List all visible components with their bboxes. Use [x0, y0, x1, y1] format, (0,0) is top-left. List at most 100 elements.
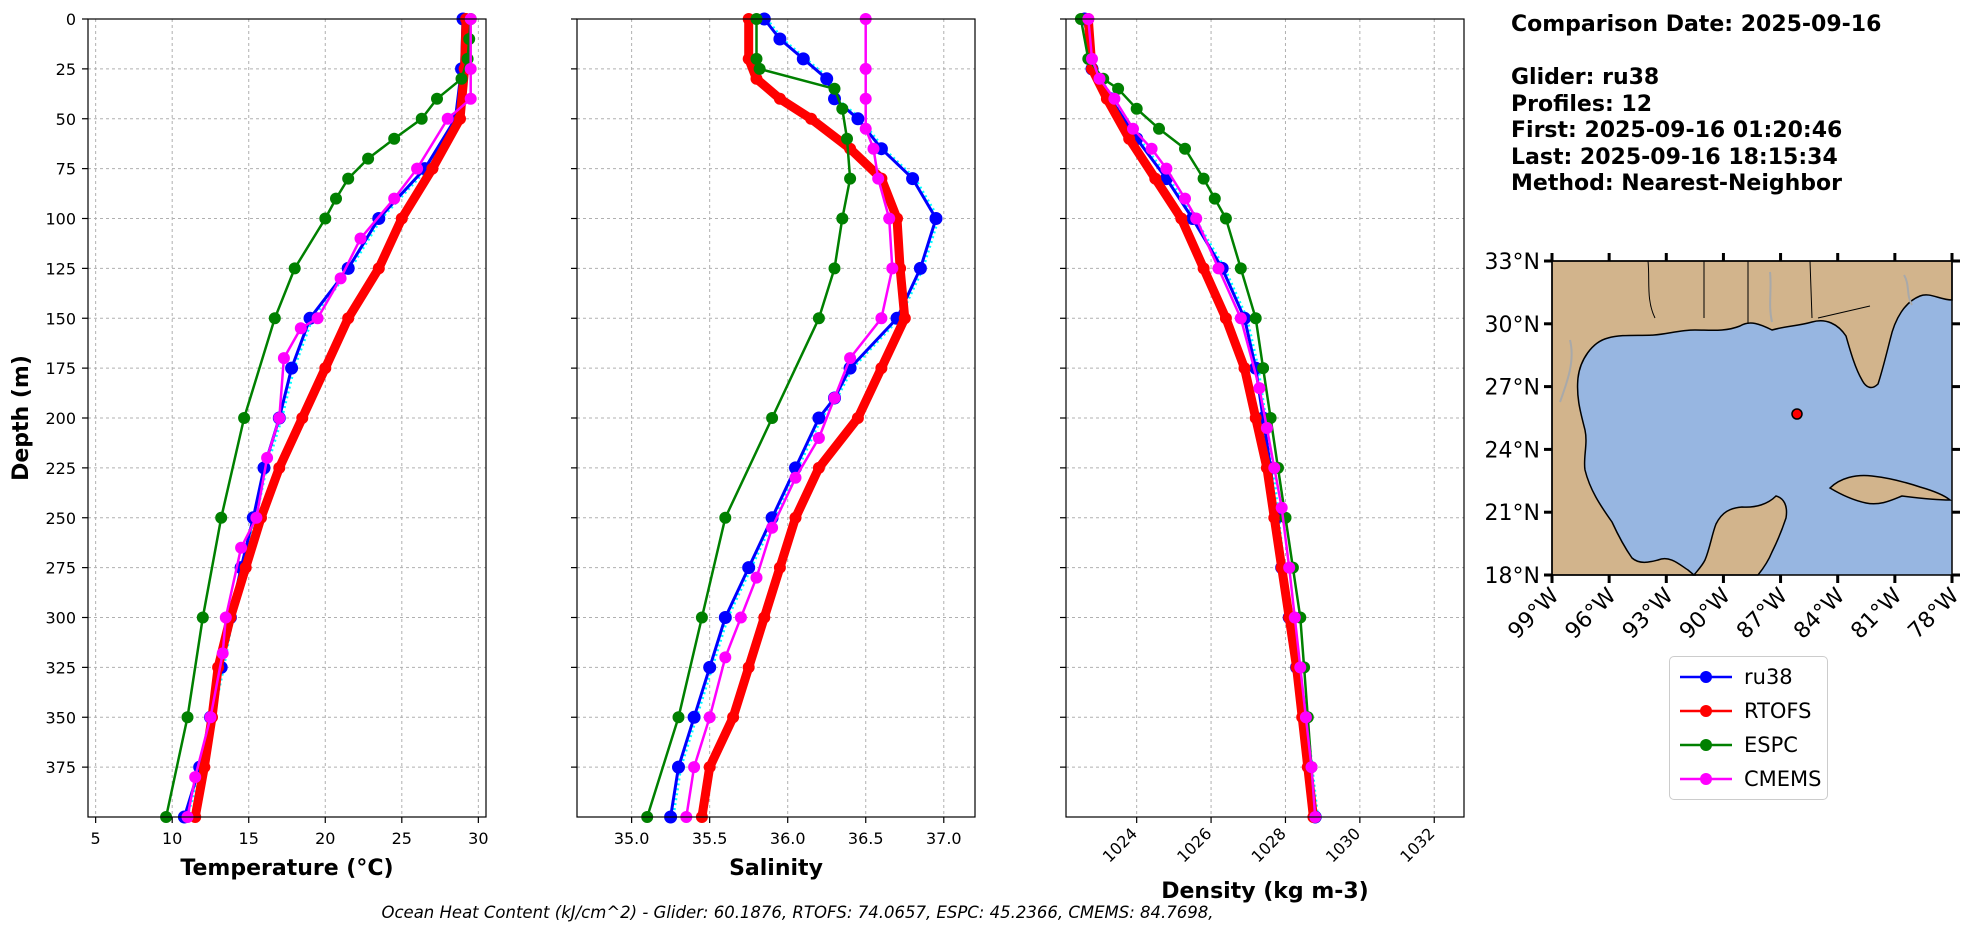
series-cmems-point-2-13: [766, 521, 779, 534]
last-profile-time: Last: 2025-09-16 18:15:34: [1511, 144, 1838, 170]
legend-item-espc: ESPC: [1678, 728, 1798, 762]
first-profile-time: First: 2025-09-16 01:20:46: [1511, 118, 1843, 143]
series-rtofs-point-3-11: [1268, 511, 1281, 524]
series-cmems-point-1-10: [277, 352, 290, 365]
series-ru38-point-2-5: [851, 112, 865, 126]
series-ru38-point-1-7: [285, 361, 299, 375]
series-espc-point-3-3: [1112, 82, 1125, 95]
series-rtofs-point-1-9: [273, 461, 286, 474]
series-cmems-point-3-17: [1294, 661, 1307, 674]
interpolation-method: Method: Nearest-Neighbor: [1511, 171, 1842, 196]
legend-item-ru38: ru38: [1678, 660, 1793, 694]
series-cmems-point-1-16: [216, 647, 229, 660]
series-espc-point-1-5: [415, 112, 428, 125]
series-espc-point-3-8: [1208, 192, 1221, 205]
series-rtofs-point-1-8: [296, 412, 309, 424]
glider-location-marker: [1791, 408, 1803, 420]
series-ru38-point-2-9: [913, 261, 927, 275]
x-tick-label-1-4: 25: [392, 829, 412, 848]
series-cmems-point-1-3: [441, 112, 454, 125]
series-ru38-point-2-18: [703, 660, 717, 674]
series-cmems-point-1-14: [235, 541, 248, 554]
y-tick-label-8: 200: [45, 409, 76, 428]
series-cmems-point-3-16: [1288, 611, 1301, 624]
y-tick-label-15: 375: [45, 758, 76, 777]
series-rtofs-point-1-6: [342, 312, 355, 325]
y-tick-label-1: 25: [56, 60, 76, 79]
series-espc-point-1-13: [238, 412, 251, 424]
series-cmems-point-1-11: [273, 412, 286, 424]
series-rtofs-point-2-16: [742, 661, 755, 674]
series-cmems-point-3-5: [1145, 142, 1158, 155]
x-tick-label-1-2: 15: [239, 829, 259, 848]
series-cmems-point-2-12: [789, 471, 802, 484]
series-cmems-point-1-8: [311, 312, 324, 325]
series-espc-point-1-11: [288, 262, 301, 275]
series-cmems-point-2-8: [875, 312, 888, 325]
legend-item-cmems: CMEMS: [1678, 762, 1822, 796]
series-ru38-point-2-20: [672, 760, 685, 774]
series-cmems-point-2-10: [828, 392, 841, 404]
series-cmems-point-3-11: [1253, 382, 1266, 395]
series-espc-point-1-7: [362, 152, 375, 165]
legend-item-rtofs: RTOFS: [1678, 694, 1811, 728]
series-espc-point-2-5: [841, 132, 853, 145]
series-rtofs-line-3: [1083, 18, 1318, 818]
series-espc-point-2-13: [672, 711, 685, 724]
series-rtofs-point-2-17: [727, 711, 740, 724]
series-rtofs-point-2-18: [703, 761, 716, 774]
x-tick-label-1-1: 10: [162, 829, 182, 848]
series-espc-point-2-4: [836, 102, 849, 115]
series-cmems-point-2-14: [750, 571, 763, 584]
series-cmems-point-3-14: [1275, 501, 1288, 514]
x-tick-label-2-2: 36.0: [770, 829, 806, 848]
series-cmems-point-3-2: [1093, 72, 1106, 85]
legend: ru38 RTOFS ESPC CMEMS: [1669, 656, 1828, 800]
series-cmems-point-2-15: [734, 611, 747, 624]
y-tick-label-10: 250: [45, 509, 76, 528]
series-espc-point-1-4: [431, 92, 443, 105]
y-tick-label-3: 75: [56, 160, 76, 179]
series-cmems-point-3-19: [1305, 761, 1318, 774]
series-espc-point-2-1: [750, 52, 763, 65]
series-cmems-point-3-8: [1190, 212, 1203, 225]
series-espc-point-3-9: [1219, 212, 1232, 225]
series-rtofs-point-1-4: [395, 212, 408, 225]
series-cmems-point-2-1: [859, 62, 872, 75]
map-lon-label-7: 78°W: [1904, 583, 1965, 644]
series-rtofs-point-3-3: [1123, 132, 1136, 145]
legend-swatch-ru38: [1680, 671, 1732, 683]
series-espc-point-1-6: [388, 132, 401, 145]
ocean-heat-content: Ocean Heat Content (kJ/cm^2) - Glider: 6…: [381, 903, 1214, 922]
map-frame: [1551, 260, 1953, 576]
y-tick-label-12: 300: [45, 609, 76, 628]
series-cmems-point-3-18: [1299, 711, 1312, 724]
y-tick-label-9: 225: [45, 459, 76, 478]
legend-swatch-espc: [1680, 739, 1732, 751]
y-tick-label-14: 350: [45, 708, 76, 727]
series-cmems-point-1-7: [334, 272, 347, 285]
map-lat-label-0: 33°N: [1485, 250, 1540, 275]
series-cmems-point-1-9: [294, 322, 307, 335]
legend-swatch-rtofs: [1680, 705, 1732, 717]
series-cmems-point-2-9: [844, 352, 857, 365]
series-espc-point-3-11: [1249, 312, 1262, 325]
series-espc-point-1-14: [215, 511, 228, 524]
series-cmems-point-3-1: [1086, 52, 1098, 65]
series-ru38-point-2-17: [718, 611, 732, 624]
series-espc-point-3-5: [1153, 122, 1165, 135]
series-cmems-point-1-5: [388, 192, 401, 205]
series-ru38-point-2-19: [687, 710, 701, 724]
map-lat-label-4: 21°N: [1485, 501, 1540, 526]
series-cmems-point-1-15: [219, 611, 232, 624]
series-espc-point-1-9: [330, 192, 342, 205]
series-cmems-point-2-17: [703, 711, 716, 724]
series-ru38-point-2-3: [820, 72, 834, 86]
series-rtofs-point-3-8: [1238, 362, 1251, 375]
series-cmems-point-3-7: [1179, 192, 1191, 205]
y-axis-label: Depth (m): [9, 355, 34, 481]
map-lon-label-5: 84°W: [1789, 583, 1850, 644]
